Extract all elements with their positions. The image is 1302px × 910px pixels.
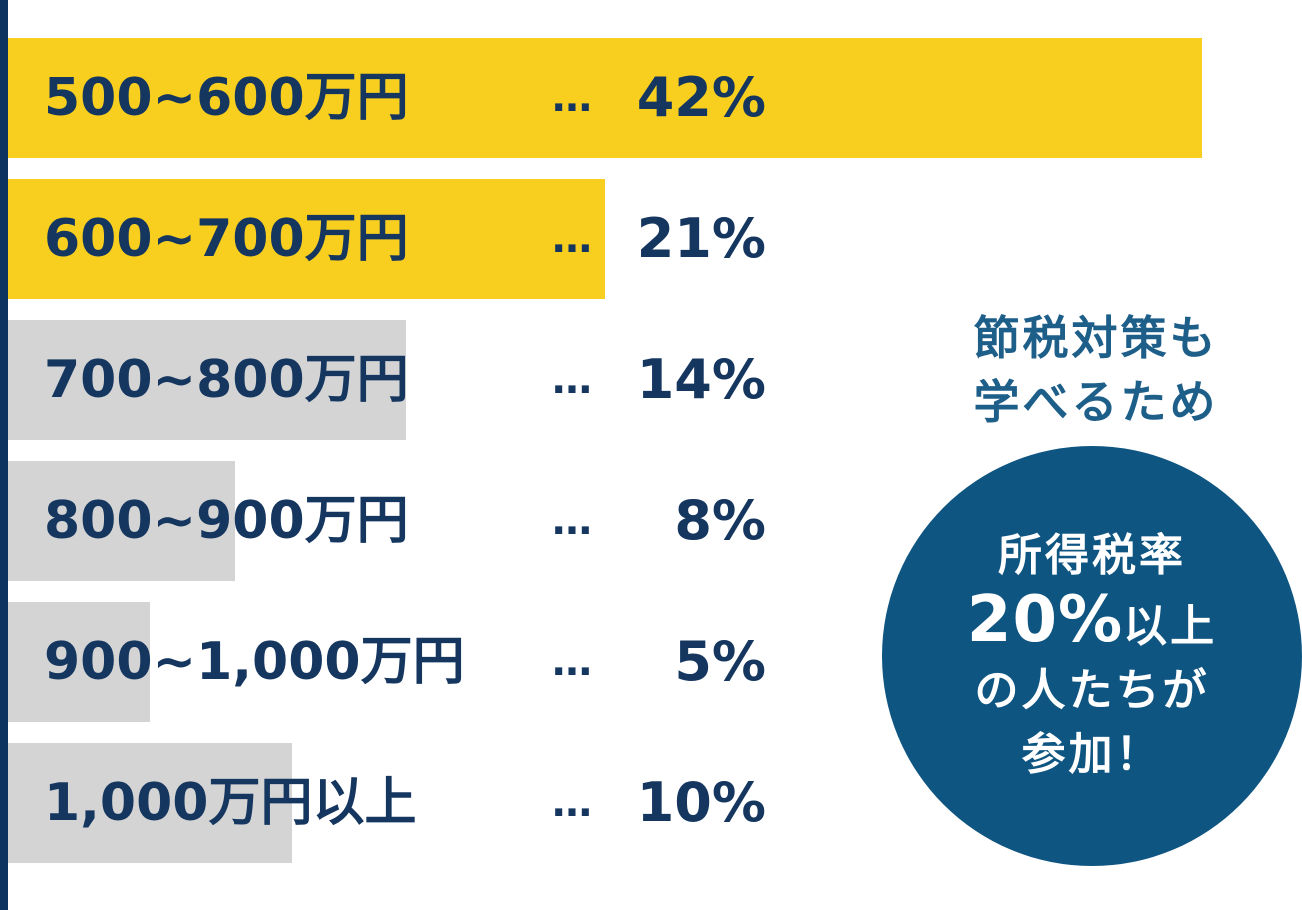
- bar-2: [8, 320, 406, 440]
- category-label-4: 900~1,000万円: [44, 632, 465, 692]
- bar-4: [8, 602, 150, 722]
- badge-line-4: 参加！: [1021, 729, 1163, 780]
- badge-text: 所得税率 20%以上 の人たちが 参加！: [882, 524, 1302, 787]
- bar-1: [8, 179, 605, 299]
- left-accent-rule: [0, 0, 8, 910]
- value-label-3: 8%: [674, 489, 766, 552]
- badge-line-2: 20%以上: [882, 588, 1302, 659]
- category-label-3: 800~900万円: [44, 491, 409, 551]
- value-label-4: 5%: [674, 630, 766, 693]
- category-label-2: 700~800万円: [44, 350, 409, 410]
- side-heading-line-1: 節税対策も: [973, 311, 1219, 365]
- value-label-2: 14%: [636, 348, 766, 411]
- bar-5: [8, 743, 292, 863]
- value-label-5: 10%: [636, 771, 766, 834]
- side-heading: 節税対策も 学べるため: [906, 306, 1286, 434]
- badge-line-3: の人たちが: [974, 665, 1210, 716]
- badge-rate-value: 20%: [966, 583, 1124, 657]
- category-label-0: 500~600万円: [44, 68, 409, 128]
- leader-dots-3: …: [552, 498, 592, 544]
- leader-dots-0: …: [552, 75, 592, 121]
- leader-dots-2: …: [552, 357, 592, 403]
- bar-3: [8, 461, 235, 581]
- leader-dots-1: …: [552, 216, 592, 262]
- value-label-0: 42%: [636, 66, 766, 129]
- bar-0: [8, 38, 1202, 158]
- value-label-1: 21%: [636, 207, 766, 270]
- tax-rate-badge: 所得税率 20%以上 の人たちが 参加！: [882, 446, 1302, 866]
- leader-dots-4: …: [552, 639, 592, 685]
- category-label-5: 1,000万円以上: [44, 773, 417, 833]
- badge-line-1: 所得税率: [998, 530, 1186, 581]
- side-heading-line-2: 学べるため: [973, 375, 1219, 429]
- category-label-1: 600~700万円: [44, 209, 409, 269]
- badge-rate-suffix: 以上: [1123, 601, 1218, 652]
- leader-dots-5: …: [552, 780, 592, 826]
